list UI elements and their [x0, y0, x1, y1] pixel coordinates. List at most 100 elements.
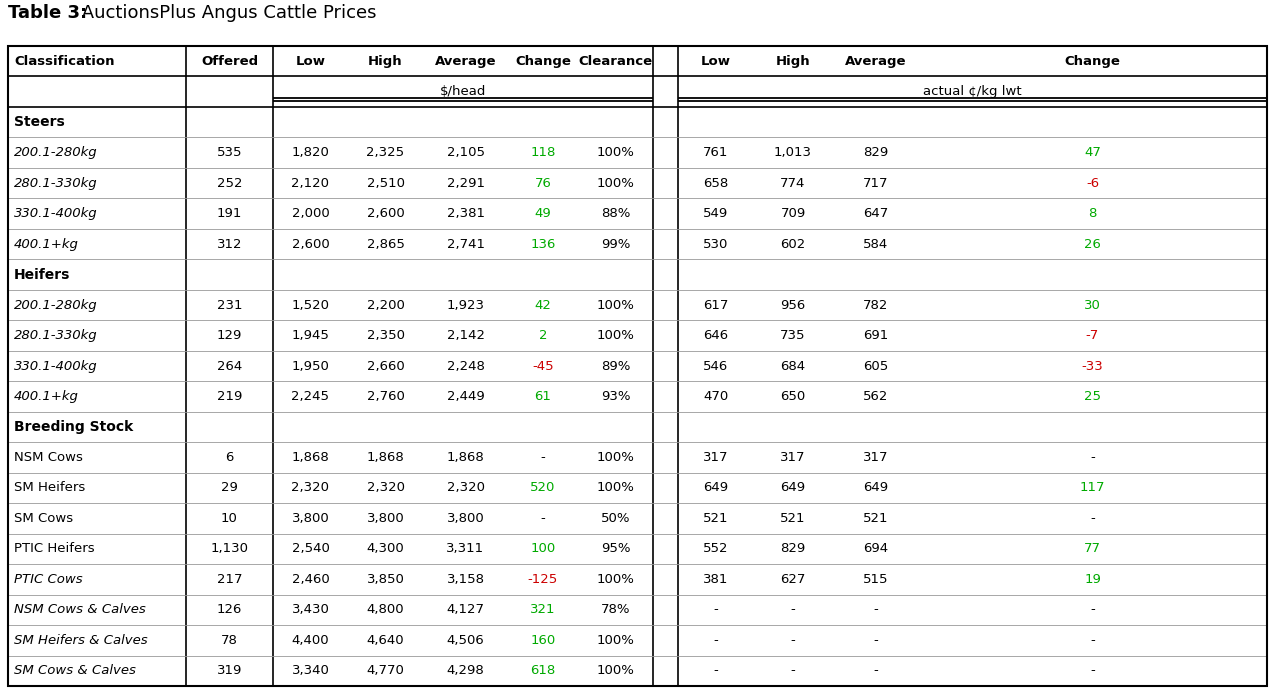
Text: AuctionsPlus Angus Cattle Prices: AuctionsPlus Angus Cattle Prices — [76, 4, 376, 22]
Text: 3,850: 3,850 — [367, 573, 404, 586]
Text: -: - — [790, 664, 796, 677]
Text: -: - — [790, 634, 796, 647]
Text: -7: -7 — [1086, 329, 1099, 342]
Text: NSM Cows & Calves: NSM Cows & Calves — [14, 603, 145, 616]
Text: 602: 602 — [780, 237, 806, 251]
Text: 2,600: 2,600 — [292, 237, 329, 251]
Text: 25: 25 — [1084, 390, 1102, 403]
Text: 1,130: 1,130 — [210, 542, 249, 555]
Text: 1,013: 1,013 — [774, 146, 812, 159]
Text: Low: Low — [296, 55, 325, 68]
Text: 200.1-280kg: 200.1-280kg — [14, 146, 98, 159]
Text: 317: 317 — [780, 451, 806, 464]
Text: 1,520: 1,520 — [292, 298, 329, 312]
Text: 2,320: 2,320 — [446, 482, 485, 494]
Text: 217: 217 — [217, 573, 242, 586]
Text: 3,800: 3,800 — [367, 512, 404, 525]
Text: 530: 530 — [703, 237, 728, 251]
Text: 118: 118 — [530, 146, 556, 159]
Text: 1,868: 1,868 — [446, 451, 485, 464]
Text: 42: 42 — [534, 298, 551, 312]
Text: 100%: 100% — [597, 146, 635, 159]
Text: 312: 312 — [217, 237, 242, 251]
Text: 1,923: 1,923 — [446, 298, 485, 312]
Text: 520: 520 — [530, 482, 556, 494]
Text: 605: 605 — [863, 359, 889, 373]
Text: 2,510: 2,510 — [366, 177, 404, 189]
Text: 552: 552 — [703, 542, 728, 555]
Text: 49: 49 — [534, 207, 551, 220]
Text: 317: 317 — [863, 451, 889, 464]
Text: High: High — [368, 55, 403, 68]
Text: 136: 136 — [530, 237, 556, 251]
Text: -: - — [713, 603, 718, 616]
Text: Average: Average — [845, 55, 907, 68]
Text: 649: 649 — [703, 482, 728, 494]
Text: 2,741: 2,741 — [446, 237, 485, 251]
Text: -: - — [541, 451, 546, 464]
Text: 100%: 100% — [597, 573, 635, 586]
Text: 2,600: 2,600 — [367, 207, 404, 220]
Text: SM Heifers & Calves: SM Heifers & Calves — [14, 634, 148, 647]
Text: 2: 2 — [539, 329, 547, 342]
Text: 3,800: 3,800 — [292, 512, 329, 525]
Text: 1,945: 1,945 — [292, 329, 329, 342]
Text: 521: 521 — [780, 512, 806, 525]
Text: 546: 546 — [703, 359, 728, 373]
Text: -: - — [1090, 664, 1095, 677]
Text: 521: 521 — [703, 512, 728, 525]
Text: 321: 321 — [530, 603, 556, 616]
Text: 100%: 100% — [597, 451, 635, 464]
Text: -: - — [873, 634, 878, 647]
Text: 280.1-330kg: 280.1-330kg — [14, 177, 98, 189]
Text: 3,311: 3,311 — [446, 542, 485, 555]
Text: 562: 562 — [863, 390, 889, 403]
Text: 956: 956 — [780, 298, 806, 312]
Text: -45: -45 — [532, 359, 553, 373]
Text: -: - — [713, 634, 718, 647]
Text: 10: 10 — [221, 512, 238, 525]
Text: -: - — [1090, 634, 1095, 647]
Text: 78%: 78% — [601, 603, 630, 616]
Text: 78: 78 — [221, 634, 238, 647]
Text: 100%: 100% — [597, 298, 635, 312]
Text: 4,506: 4,506 — [446, 634, 485, 647]
Text: 330.1-400kg: 330.1-400kg — [14, 207, 98, 220]
Text: 6: 6 — [226, 451, 233, 464]
Text: 647: 647 — [863, 207, 889, 220]
Text: 3,158: 3,158 — [446, 573, 485, 586]
Text: NSM Cows: NSM Cows — [14, 451, 83, 464]
Text: 618: 618 — [530, 664, 556, 677]
Text: 1,868: 1,868 — [367, 451, 404, 464]
Text: -6: -6 — [1086, 177, 1099, 189]
Text: 2,320: 2,320 — [366, 482, 404, 494]
Text: Breeding Stock: Breeding Stock — [14, 420, 134, 434]
Text: 100%: 100% — [597, 177, 635, 189]
Text: 2,142: 2,142 — [446, 329, 485, 342]
Text: 76: 76 — [534, 177, 551, 189]
Text: 735: 735 — [780, 329, 806, 342]
Text: 829: 829 — [863, 146, 889, 159]
Text: Average: Average — [435, 55, 496, 68]
Text: 200.1-280kg: 200.1-280kg — [14, 298, 98, 312]
Text: 2,865: 2,865 — [367, 237, 404, 251]
Text: 317: 317 — [703, 451, 728, 464]
Text: -: - — [713, 664, 718, 677]
Text: 2,381: 2,381 — [446, 207, 485, 220]
Text: 2,291: 2,291 — [446, 177, 485, 189]
Text: -: - — [873, 664, 878, 677]
Text: 617: 617 — [703, 298, 728, 312]
Text: 709: 709 — [780, 207, 806, 220]
Text: 1,950: 1,950 — [292, 359, 329, 373]
Text: 126: 126 — [217, 603, 242, 616]
Text: 684: 684 — [780, 359, 806, 373]
Text: Offered: Offered — [201, 55, 258, 68]
Text: 650: 650 — [780, 390, 806, 403]
Text: 2,248: 2,248 — [446, 359, 485, 373]
Text: 2,320: 2,320 — [292, 482, 329, 494]
Text: actual ¢/kg lwt: actual ¢/kg lwt — [923, 85, 1021, 99]
Text: -: - — [1090, 603, 1095, 616]
Text: 2,120: 2,120 — [292, 177, 329, 189]
Text: Classification: Classification — [14, 55, 115, 68]
Text: PTIC Heifers: PTIC Heifers — [14, 542, 94, 555]
